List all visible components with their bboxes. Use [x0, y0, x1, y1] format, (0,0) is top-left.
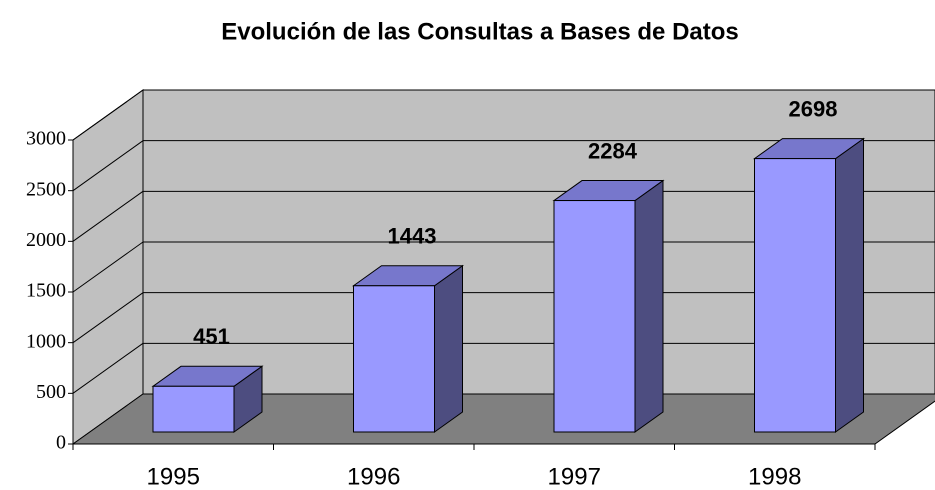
value-label: 451	[193, 324, 230, 349]
bar-side	[434, 264, 463, 433]
x-tick-label: 1995	[147, 463, 200, 490]
y-tick-label: 3000	[26, 128, 66, 150]
grid-line	[72, 190, 144, 242]
x-tick-label: 1996	[347, 463, 400, 490]
chart-title: Evolución de las Consultas a Bases de Da…	[221, 18, 739, 45]
grid-line	[72, 241, 144, 293]
value-label: 2698	[789, 96, 838, 121]
x-tick-label: 1998	[748, 463, 801, 490]
grid-line	[72, 89, 144, 141]
x-tick-label: 1997	[548, 463, 601, 490]
bar-side	[634, 179, 664, 433]
grid-line	[72, 140, 144, 192]
y-tick-label: 0	[56, 432, 66, 454]
bar	[754, 158, 836, 433]
value-label: 2284	[588, 138, 638, 163]
grid-line	[72, 292, 144, 344]
bar	[553, 200, 636, 433]
y-tick-label: 1000	[26, 330, 66, 352]
y-tick-label: 500	[36, 381, 66, 403]
y-tick-label: 1500	[26, 280, 66, 302]
value-label: 1443	[388, 224, 437, 249]
bar-side	[835, 137, 864, 433]
y-tick-label: 2000	[26, 229, 66, 251]
grid-line	[72, 342, 144, 394]
bar	[353, 285, 435, 433]
bar	[152, 385, 235, 433]
y-tick-label: 2500	[26, 178, 66, 200]
